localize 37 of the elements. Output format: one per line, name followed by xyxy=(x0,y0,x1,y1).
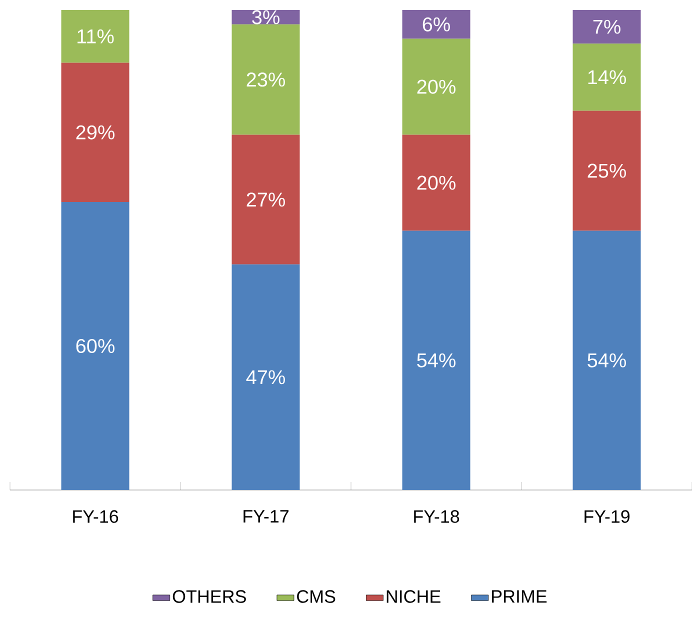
legend-label: NICHE xyxy=(386,590,440,603)
data-label: 60% xyxy=(76,338,114,354)
bar xyxy=(572,44,641,111)
legend-label: PRIME xyxy=(492,590,547,603)
x-tick-label: FY-16 xyxy=(73,510,118,523)
bar xyxy=(232,264,300,490)
legend-label: CMS xyxy=(297,590,336,603)
data-label: 47% xyxy=(246,370,285,384)
data-label: 29% xyxy=(76,125,114,140)
x-tick-label: FY-19 xyxy=(584,510,630,523)
bar xyxy=(572,110,641,231)
bar xyxy=(61,62,130,202)
data-label: 54% xyxy=(417,353,456,368)
bar xyxy=(61,10,130,63)
data-label: 20% xyxy=(417,80,456,94)
data-label: 11% xyxy=(78,29,114,44)
data-label: 25% xyxy=(588,164,626,178)
data-label: 23% xyxy=(246,72,285,87)
legend-label: OTHERS xyxy=(172,590,246,603)
data-label: 20% xyxy=(417,176,456,190)
bar xyxy=(572,10,641,44)
bar xyxy=(572,230,641,490)
data-label: 14% xyxy=(588,70,626,84)
bar xyxy=(61,202,130,490)
bar xyxy=(232,24,300,135)
bar xyxy=(402,230,470,490)
x-tick-label: FY-18 xyxy=(414,510,460,523)
data-label: 3% xyxy=(252,10,280,24)
bar xyxy=(402,38,470,135)
bar xyxy=(232,134,300,264)
data-label: 54% xyxy=(588,353,626,368)
data-label: 27% xyxy=(246,192,285,207)
x-tick-label: FY-17 xyxy=(244,510,288,523)
bar xyxy=(402,10,470,39)
data-label: 7% xyxy=(593,20,620,34)
bar xyxy=(402,134,470,231)
data-label: 6% xyxy=(422,17,450,32)
